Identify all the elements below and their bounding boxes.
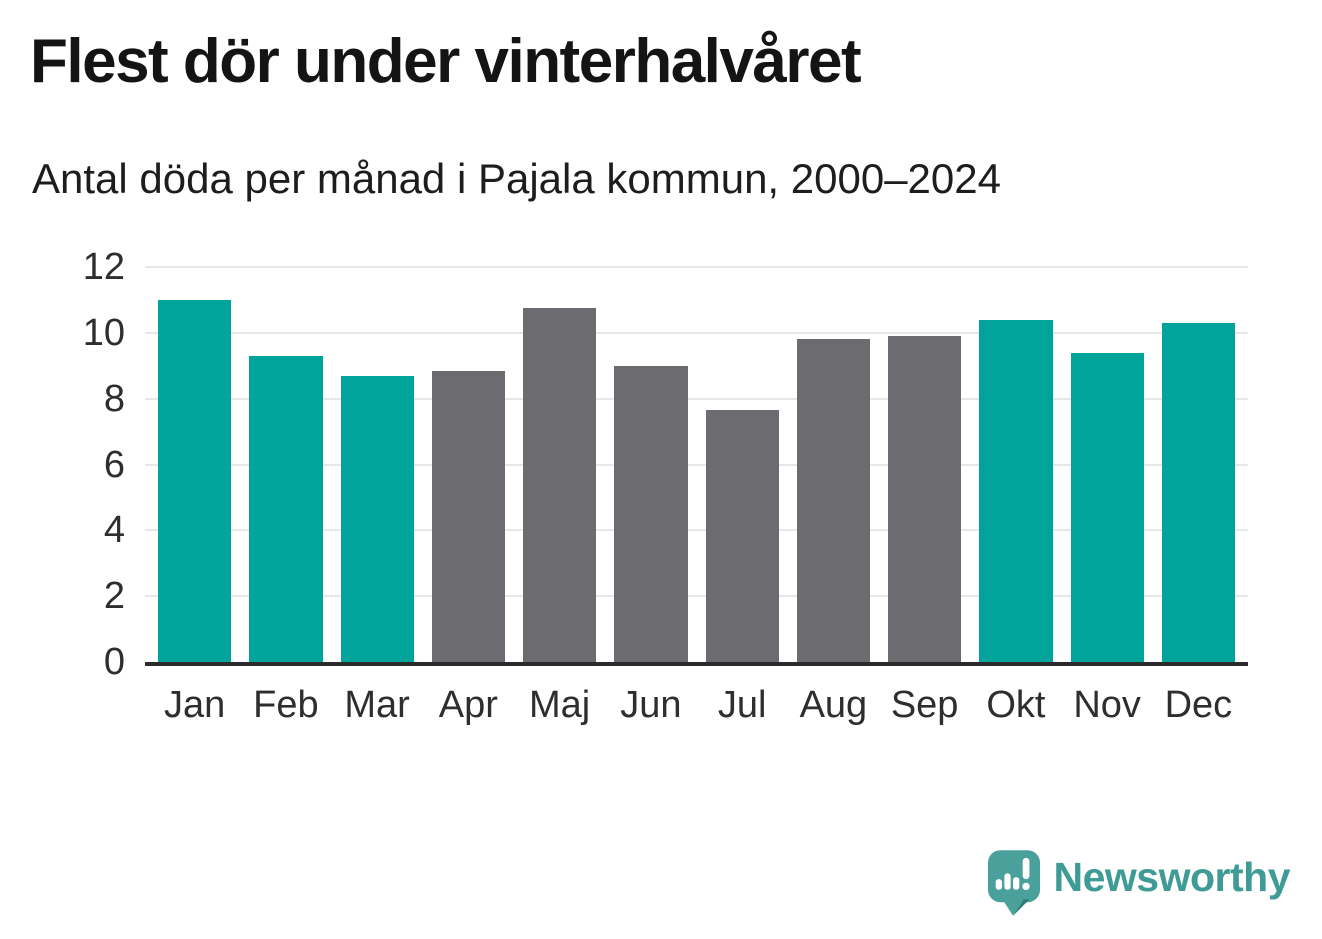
bar-okt — [979, 319, 1053, 662]
bar-jan — [158, 299, 232, 662]
bar-jun — [614, 365, 688, 662]
bar-series — [145, 267, 1248, 662]
chart-subtitle: Antal döda per månad i Pajala kommun, 20… — [32, 155, 1001, 202]
bar-jul — [705, 410, 779, 662]
x-tick-label-nov: Nov — [1073, 684, 1141, 726]
chart-title: Flest dör under vinterhalvåret — [30, 27, 862, 96]
x-tick-label-apr: Apr — [438, 684, 498, 726]
gridline-y8 — [145, 397, 1248, 400]
x-tick-label-feb: Feb — [253, 684, 319, 726]
x-tick-label-jan: Jan — [163, 684, 226, 726]
plot-area: 0 2 4 6 8 10 12 — [83, 248, 1248, 681]
newsworthy-logo: Newsworthy — [987, 849, 1291, 917]
bar-aug — [796, 339, 870, 662]
bar-chart-speech-bubble-icon — [987, 850, 1040, 916]
gridline-y6 — [145, 463, 1248, 466]
gridline-y4 — [145, 529, 1248, 532]
gridline-y10 — [145, 331, 1248, 334]
bar-nov — [1070, 352, 1144, 662]
x-axis-line — [145, 662, 1248, 666]
gridline-y2 — [145, 595, 1248, 598]
newsworthy-wordmark: Newsworthy — [1053, 853, 1291, 900]
x-tick-label-mar: Mar — [344, 684, 410, 726]
bar-sep — [888, 336, 962, 662]
x-tick-label-dec: Dec — [1164, 684, 1233, 726]
x-tick-label-sep: Sep — [890, 684, 959, 726]
x-tick-label-maj: Maj — [529, 684, 591, 726]
x-tick-label-okt: Okt — [986, 684, 1046, 726]
bar-mar — [340, 375, 414, 662]
bar-dec — [1161, 322, 1235, 662]
bar-maj — [523, 308, 597, 662]
bar-apr — [431, 370, 505, 662]
bar-feb — [249, 355, 323, 662]
x-tick-label-jun: Jun — [620, 684, 682, 726]
x-axis-labels: Jan Feb Mar Apr Maj Jun Jul Aug Sep Okt Nov Dec — [145, 684, 1248, 727]
gridline-y12 — [145, 266, 1248, 268]
x-tick-label-jul: Jul — [717, 684, 767, 726]
x-tick-label-aug: Aug — [799, 684, 868, 726]
